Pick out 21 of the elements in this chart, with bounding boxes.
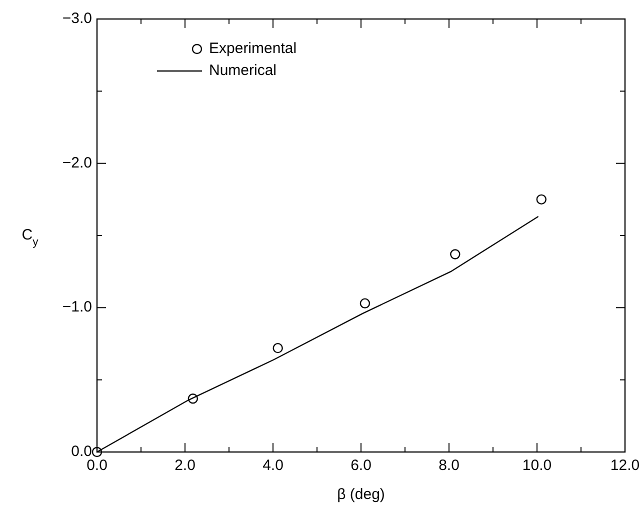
x-tick-label: 8.0 xyxy=(438,457,460,474)
legend-label: Numerical xyxy=(209,62,277,79)
point xyxy=(536,194,546,205)
x-tick-label: 0.0 xyxy=(86,457,108,474)
x-axis-title: β (deg) xyxy=(337,486,385,503)
y-tick-label: −2.0 xyxy=(62,154,92,172)
point xyxy=(272,342,283,354)
y-axis-title: C$_{y}$ xyxy=(22,226,39,248)
legend-label: Experimental xyxy=(209,40,297,57)
point xyxy=(188,393,198,404)
x-tick-label: 6.0 xyxy=(350,457,372,474)
x-tick-label: 12.0 xyxy=(610,457,640,474)
y-tick-label: −1.0 xyxy=(62,298,92,316)
point xyxy=(360,298,370,308)
y-tick-label: 0.0 xyxy=(71,442,92,460)
x-tick-label: 2.0 xyxy=(174,457,196,474)
point xyxy=(92,446,102,458)
x-tick-label: 4.0 xyxy=(262,457,284,474)
y-tick-label: −3.0 xyxy=(62,10,92,27)
x-tick-label: 10.0 xyxy=(522,457,552,474)
point xyxy=(450,249,460,260)
